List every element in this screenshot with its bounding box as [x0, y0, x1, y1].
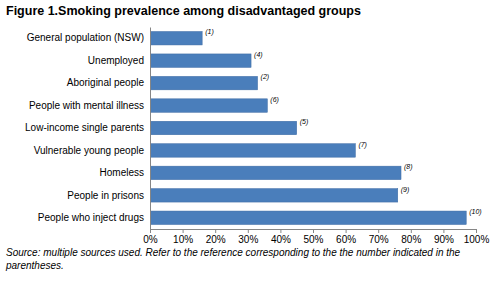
- y-tick-label: Vulnerable young people: [34, 145, 145, 156]
- y-tick: People with mental illness: [29, 100, 150, 111]
- x-tick-label: 50%: [303, 234, 323, 245]
- annotation: (10): [469, 208, 481, 216]
- x-tick-label: 30%: [238, 234, 258, 245]
- y-tick: People who inject drugs: [38, 212, 150, 223]
- x-tick-label: 60%: [336, 234, 356, 245]
- x-axis-line: [151, 230, 477, 234]
- bar: [150, 211, 466, 224]
- y-tick-label: People in prisons: [67, 190, 144, 201]
- chart: Figure 1.Smoking prevalence among disadv…: [0, 0, 494, 291]
- y-tick-label: General population (NSW): [27, 32, 144, 43]
- x-tick-label: 100%: [464, 234, 490, 245]
- x-tick-mark: [183, 229, 184, 233]
- x-tick-mark: [378, 229, 379, 233]
- annotations: (1) (4) (2) (6) (5) (7) (8) (9) (10): [205, 28, 482, 216]
- x-tick: 30%: [238, 229, 258, 245]
- y-tick-label: Unemployed: [88, 55, 144, 66]
- x-tick: 20%: [206, 229, 226, 245]
- bar: [150, 166, 401, 179]
- annotation: (2): [261, 73, 270, 81]
- x-tick-label: 20%: [206, 234, 226, 245]
- y-tick-label: People who inject drugs: [38, 212, 144, 223]
- x-tick: 50%: [303, 229, 323, 245]
- annotation: (6): [270, 96, 279, 104]
- y-tick: Vulnerable young people: [34, 145, 150, 156]
- x-tick-mark: [346, 229, 347, 233]
- x-tick-mark: [411, 229, 412, 233]
- y-axis-line: [150, 28, 151, 230]
- x-tick-label: 10%: [173, 234, 193, 245]
- annotation: (9): [401, 186, 410, 194]
- bar: [150, 76, 258, 89]
- annotation: (7): [358, 141, 367, 149]
- x-tick: 60%: [336, 229, 356, 245]
- x-tick-mark: [476, 229, 477, 233]
- bars: [150, 31, 466, 224]
- annotation: (8): [404, 163, 413, 171]
- x-tick-mark: [313, 229, 314, 233]
- x-tick-mark: [215, 229, 216, 233]
- bar: [150, 121, 297, 134]
- x-tick-label: 0%: [143, 234, 158, 245]
- x-tick: 70%: [369, 229, 389, 245]
- x-tick: 90%: [434, 229, 454, 245]
- x-tick-mark: [280, 229, 281, 233]
- y-tick: People in prisons: [67, 190, 150, 201]
- bar: [150, 144, 355, 157]
- annotation: (5): [300, 118, 309, 126]
- x-tick: 0%: [143, 229, 158, 245]
- source: Source: multiple sources used. Refer to …: [5, 247, 461, 271]
- y-tick-label: Homeless: [100, 167, 144, 178]
- title: Figure 1.Smoking prevalence among disadv…: [6, 4, 361, 18]
- bar: [150, 31, 202, 44]
- x-tick: 40%: [271, 229, 291, 245]
- bar: [150, 54, 251, 67]
- x-tick-mark: [443, 229, 444, 233]
- x-tick: 10%: [173, 229, 193, 245]
- y-tick: General population (NSW): [27, 32, 150, 43]
- annotation: (1): [205, 28, 214, 36]
- y-tick: Unemployed: [88, 55, 150, 66]
- x-tick: 80%: [401, 229, 421, 245]
- x-tick-label: 80%: [401, 234, 421, 245]
- bar: [150, 99, 267, 112]
- bar: [150, 189, 398, 202]
- x-axis: 0% 10% 20% 30% 40% 50% 60% 70% 80% 90% 100%: [143, 229, 489, 245]
- x-tick: 100%: [464, 229, 490, 245]
- y-axis: General population (NSW) Unemployed Aborig…: [25, 28, 150, 230]
- y-tick: Aboriginal people: [67, 77, 150, 88]
- y-tick: Low-income single parents: [25, 122, 150, 133]
- x-tick-label: 90%: [434, 234, 454, 245]
- y-tick-label: Aboriginal people: [67, 77, 145, 88]
- y-tick-label: People with mental illness: [29, 100, 144, 111]
- annotation: (4): [254, 51, 263, 59]
- x-tick-label: 40%: [271, 234, 291, 245]
- y-tick-label: Low-income single parents: [25, 122, 144, 133]
- y-tick: Homeless: [100, 167, 150, 178]
- x-tick-mark: [248, 229, 249, 233]
- x-tick-label: 70%: [369, 234, 389, 245]
- x-tick-mark: [150, 229, 151, 233]
